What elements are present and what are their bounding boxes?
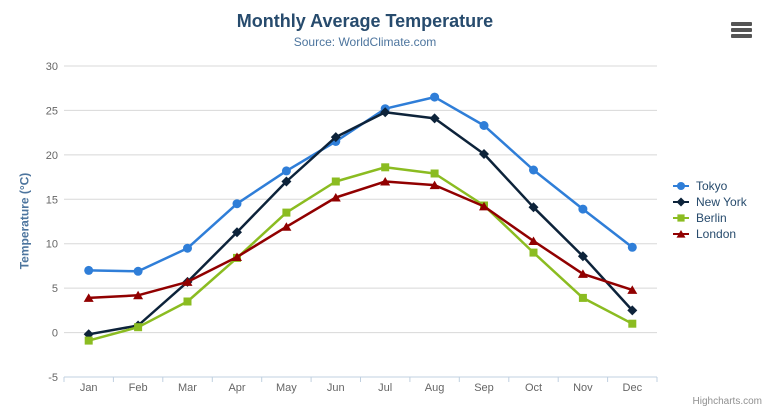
y-axis-tick-label: 0 <box>52 328 58 340</box>
legend-marker-triangle-icon <box>673 229 689 238</box>
marker-triangle[interactable] <box>232 252 242 262</box>
marker-diamond[interactable] <box>627 305 638 316</box>
legend-item-new-york[interactable]: New York <box>672 194 747 210</box>
marker-circle[interactable] <box>232 199 242 209</box>
y-axis-tick-label: 15 <box>46 194 58 206</box>
y-axis-tick-label: 10 <box>46 239 58 251</box>
marker-triangle[interactable] <box>429 180 440 190</box>
y-axis-tick-label: 20 <box>46 150 58 162</box>
chart-subtitle: Source: WorldClimate.com <box>293 35 437 49</box>
series-new-york[interactable] <box>83 107 638 340</box>
series-line-new-york[interactable] <box>87 110 634 336</box>
legend-item-berlin[interactable]: Berlin <box>672 210 747 226</box>
series-tokyo[interactable] <box>84 92 637 276</box>
x-axis-label-jan: Jan <box>80 382 98 394</box>
marker-circle[interactable] <box>627 242 637 252</box>
marker-triangle[interactable] <box>330 193 341 202</box>
x-axis-label-feb: Feb <box>129 382 148 394</box>
legend-item-label: Tokyo <box>696 179 728 193</box>
marker-square[interactable] <box>628 319 637 328</box>
x-axis-label-dec: Dec <box>623 382 643 394</box>
x-axis-label-oct: Oct <box>525 382 542 394</box>
x-axis-label-may: May <box>276 382 297 394</box>
marker-circle[interactable] <box>479 121 489 130</box>
marker-triangle[interactable] <box>627 285 638 294</box>
x-axis-label-sep: Sep <box>474 382 494 394</box>
x-axis-label-nov: Nov <box>573 382 593 394</box>
marker-square[interactable] <box>282 208 291 217</box>
chart-title: Monthly Average Temperature <box>236 11 494 31</box>
marker-diamond[interactable] <box>232 227 242 238</box>
legend-item-london[interactable]: London <box>672 226 747 242</box>
marker-diamond[interactable] <box>479 149 489 159</box>
legend-item-label: New York <box>696 195 747 209</box>
marker-diamond[interactable] <box>676 197 686 207</box>
y-axis-tick-label: 30 <box>46 61 58 73</box>
marker-triangle[interactable] <box>133 290 144 300</box>
marker-triangle[interactable] <box>528 236 539 246</box>
marker-triangle[interactable] <box>676 229 686 238</box>
legend-item-label: Berlin <box>696 211 727 225</box>
menu-bar <box>731 28 752 32</box>
y-axis-tick-label: -5 <box>48 372 58 384</box>
legend-marker-circle-icon <box>673 181 689 191</box>
x-axis-label-aug: Aug <box>425 382 445 394</box>
marker-diamond[interactable] <box>281 176 292 187</box>
marker-triangle[interactable] <box>83 293 94 302</box>
series-line-berlin[interactable] <box>87 166 634 342</box>
marker-circle[interactable] <box>183 243 192 253</box>
series-line-london[interactable] <box>87 180 634 300</box>
marker-square[interactable] <box>84 336 93 345</box>
marker-square[interactable] <box>430 169 439 178</box>
menu-bar <box>731 22 752 26</box>
legend-marker-diamond-icon <box>673 197 689 207</box>
legend: Tokyo New York Berlin London <box>672 178 747 242</box>
hamburger-menu-icon[interactable] <box>731 22 756 40</box>
marker-square[interactable] <box>183 297 192 306</box>
marker-circle[interactable] <box>430 92 440 102</box>
marker-circle[interactable] <box>281 166 291 176</box>
marker-square[interactable] <box>677 214 685 222</box>
marker-diamond[interactable] <box>380 107 391 118</box>
marker-circle[interactable] <box>529 165 538 175</box>
series-london[interactable] <box>83 177 638 302</box>
y-axis-tick-label: 5 <box>52 283 58 295</box>
y-axis-tick-label: 25 <box>46 105 58 117</box>
legend-marker-square-icon <box>673 214 689 222</box>
marker-square[interactable] <box>529 248 538 257</box>
marker-triangle[interactable] <box>182 277 193 286</box>
credits-link[interactable]: Highcharts.com <box>692 396 762 407</box>
marker-circle[interactable] <box>676 181 686 191</box>
x-axis-label-jun: Jun <box>327 382 345 394</box>
marker-square[interactable] <box>134 323 143 332</box>
x-axis-label-apr: Apr <box>228 382 245 394</box>
series-line-tokyo[interactable] <box>87 95 634 273</box>
x-axis-label-jul: Jul <box>378 382 392 394</box>
marker-triangle[interactable] <box>281 222 292 231</box>
marker-circle[interactable] <box>578 204 588 214</box>
marker-circle[interactable] <box>84 265 94 275</box>
x-axis-label-mar: Mar <box>178 382 197 394</box>
marker-triangle[interactable] <box>479 201 489 211</box>
legend-item-tokyo[interactable]: Tokyo <box>672 178 747 194</box>
marker-circle[interactable] <box>133 266 143 276</box>
marker-diamond[interactable] <box>330 132 341 143</box>
marker-diamond[interactable] <box>528 202 539 213</box>
marker-triangle[interactable] <box>577 269 588 278</box>
series-berlin[interactable] <box>84 163 637 345</box>
marker-diamond[interactable] <box>429 113 440 124</box>
marker-square[interactable] <box>578 293 587 302</box>
menu-bar <box>731 34 752 38</box>
legend-item-label: London <box>696 227 737 241</box>
marker-triangle[interactable] <box>380 177 391 186</box>
marker-square[interactable] <box>331 177 340 186</box>
marker-diamond[interactable] <box>577 251 588 262</box>
marker-square[interactable] <box>381 163 390 172</box>
